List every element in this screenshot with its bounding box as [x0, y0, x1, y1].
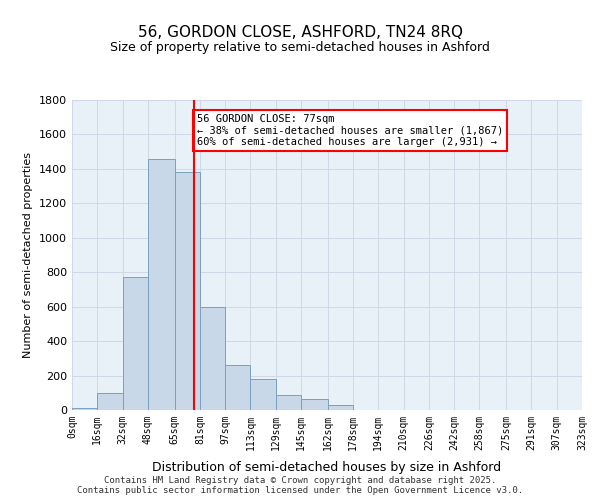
- Text: Size of property relative to semi-detached houses in Ashford: Size of property relative to semi-detach…: [110, 41, 490, 54]
- X-axis label: Distribution of semi-detached houses by size in Ashford: Distribution of semi-detached houses by …: [152, 461, 502, 474]
- Bar: [122, 278, 148, 410]
- Bar: [250, 379, 275, 410]
- Y-axis label: Number of semi-detached properties: Number of semi-detached properties: [23, 152, 34, 358]
- Bar: [200, 306, 225, 410]
- Bar: [72, 408, 97, 410]
- Bar: [97, 393, 122, 410]
- Bar: [275, 394, 301, 410]
- Bar: [301, 399, 328, 410]
- Bar: [175, 172, 200, 410]
- Text: 56 GORDON CLOSE: 77sqm
← 38% of semi-detached houses are smaller (1,867)
60% of : 56 GORDON CLOSE: 77sqm ← 38% of semi-det…: [197, 114, 503, 147]
- Bar: [328, 405, 353, 410]
- Text: 56, GORDON CLOSE, ASHFORD, TN24 8RQ: 56, GORDON CLOSE, ASHFORD, TN24 8RQ: [137, 25, 463, 40]
- Bar: [225, 365, 250, 410]
- Text: Contains HM Land Registry data © Crown copyright and database right 2025.
Contai: Contains HM Land Registry data © Crown c…: [77, 476, 523, 495]
- Bar: [148, 158, 175, 410]
